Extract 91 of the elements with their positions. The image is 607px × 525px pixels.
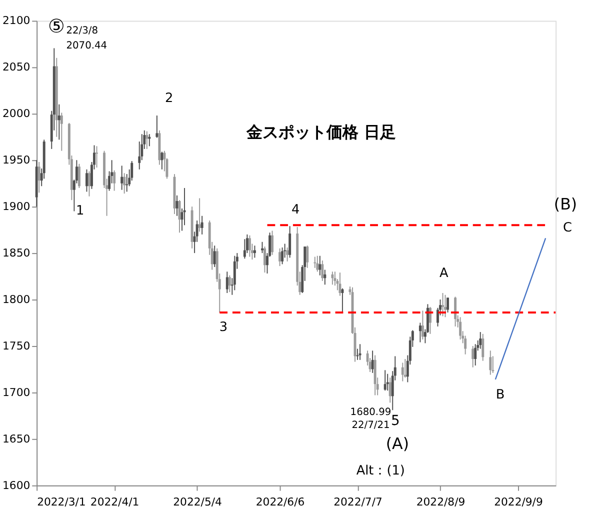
candlestick: [156, 115, 158, 138]
candlestick: [261, 241, 264, 254]
candlestick: [160, 151, 164, 170]
candlestick: [489, 350, 492, 376]
x-tick-label: 2022/4/1: [90, 496, 140, 509]
x-tick-label: 2022/3/1: [37, 496, 86, 509]
candlestick: [198, 198, 201, 232]
candlestick: [88, 170, 90, 197]
annotation: 22/7/21: [352, 420, 390, 432]
candlestick: [321, 260, 324, 282]
candlestick: [324, 269, 326, 286]
candlestick: [60, 112, 63, 152]
candlestick: [146, 130, 148, 150]
candlestick: [401, 362, 404, 382]
candlestick: [384, 370, 386, 392]
annotation: (A): [386, 434, 409, 453]
candlestick: [281, 246, 284, 265]
candlestick: [474, 344, 477, 366]
candlestick: [388, 377, 392, 404]
y-tick-label: 1650: [2, 432, 30, 446]
candlestick: [38, 161, 40, 194]
x-tick-label: 2022/7/7: [334, 496, 382, 509]
annotation: 22/3/8: [66, 26, 98, 37]
y-tick-label: 1850: [2, 246, 30, 260]
annotation: 1: [76, 203, 84, 218]
y-tick-label: 2100: [2, 14, 30, 28]
y-tick-label: 1750: [2, 339, 30, 352]
candlestick: [228, 274, 231, 293]
y-tick-label: 2050: [2, 60, 30, 74]
y-tick-label: 1600: [2, 478, 30, 492]
candlestick: [442, 292, 444, 317]
candlestick: [271, 230, 274, 256]
x-tick-label: 2022/6/6: [256, 496, 305, 509]
candlestick: [386, 373, 389, 392]
annotation: 2: [164, 90, 174, 106]
annotation: 4: [292, 202, 300, 218]
candlestick: [123, 172, 126, 194]
candlestick: [341, 288, 344, 314]
candlestick: [358, 344, 362, 360]
candlestick: [454, 296, 457, 327]
candlestick: [464, 335, 467, 355]
candlestick: [334, 271, 336, 286]
candlestick: [314, 256, 316, 268]
candlestick: [58, 104, 60, 140]
candlestick: [85, 168, 88, 192]
annotation: A: [439, 266, 448, 281]
candlestick: [306, 245, 309, 268]
y-tick-label: 1900: [2, 200, 30, 214]
candlestick: [233, 255, 236, 291]
candlestick: [78, 163, 80, 188]
candlestick: [213, 245, 216, 268]
y-tick-label: 1800: [2, 292, 30, 306]
x-tick-label: 2022/5/4: [173, 496, 222, 509]
candlestick: [482, 333, 484, 362]
candlestick: [331, 271, 334, 286]
annotation: 2070.44: [66, 40, 108, 52]
candlestick: [316, 255, 319, 272]
annotation: 5: [391, 413, 400, 430]
candlestick: [418, 322, 422, 343]
candlestick: [264, 246, 266, 274]
text: C: [562, 220, 572, 236]
candlestick: [318, 255, 322, 276]
candlestick: [288, 226, 292, 258]
x-tick-label: 2022/8/9: [416, 496, 466, 509]
candlestick: [459, 316, 462, 340]
candlestick: [248, 234, 251, 258]
candlestick: [226, 271, 228, 294]
annotation: B: [496, 387, 505, 402]
annotation: ⑤: [48, 16, 65, 38]
candlestick: [286, 246, 289, 262]
y-tick-label: 1950: [2, 154, 30, 167]
y-tick-label: 1700: [2, 386, 30, 399]
annotation: 3: [219, 320, 228, 336]
annotation: 1680.99: [350, 407, 392, 418]
x-tick-label: 2022/9/9: [494, 496, 543, 509]
text: 金スポット価格 日足: [246, 122, 396, 142]
candlestick: [446, 297, 450, 314]
candlestick: [113, 170, 116, 192]
candlestick: [371, 350, 374, 374]
candlestick: [120, 165, 124, 190]
candlestick: [96, 146, 98, 168]
annotation: (B): [554, 194, 578, 214]
candlestick: [278, 248, 282, 267]
y-tick-label: 2000: [2, 107, 30, 120]
candlestick: [472, 345, 474, 368]
candlestick: [479, 332, 482, 350]
annotation: Alt：(1): [356, 464, 405, 478]
candlestick: [338, 272, 342, 296]
candlestick: [243, 238, 246, 260]
candlestick: [421, 310, 424, 340]
candlestick: [200, 215, 204, 235]
